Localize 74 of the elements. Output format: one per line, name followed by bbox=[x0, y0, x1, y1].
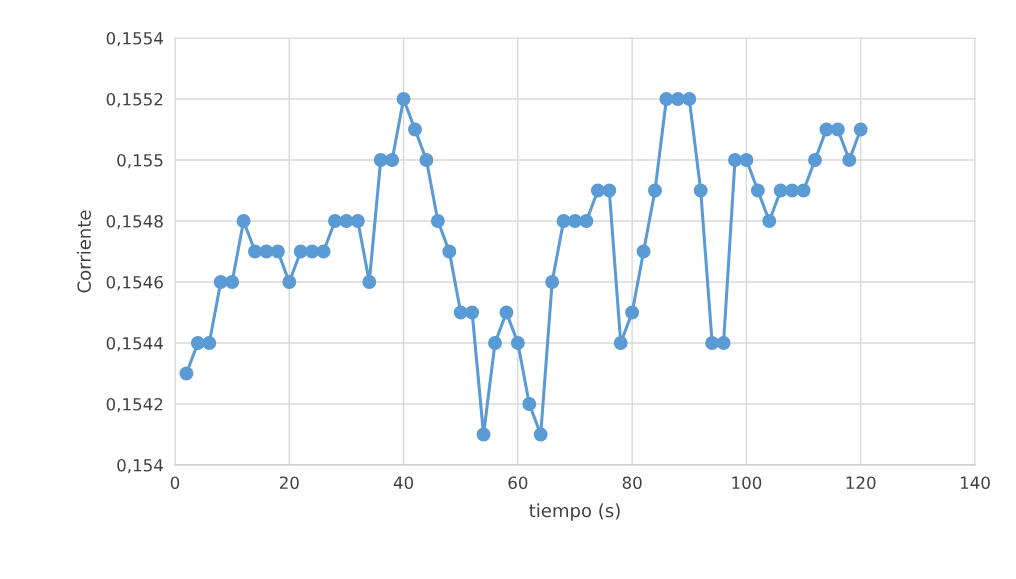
point bbox=[202, 336, 217, 350]
point bbox=[465, 305, 480, 320]
point bbox=[442, 244, 457, 259]
point bbox=[750, 183, 765, 198]
point bbox=[682, 92, 697, 106]
point bbox=[190, 336, 205, 350]
point bbox=[762, 214, 777, 228]
point bbox=[328, 214, 342, 228]
x-tick-label: 0 bbox=[170, 476, 180, 490]
point bbox=[739, 153, 754, 167]
point bbox=[545, 275, 560, 289]
x-tick-label: 40 bbox=[393, 476, 414, 490]
point bbox=[339, 214, 354, 228]
point bbox=[602, 183, 617, 198]
point bbox=[842, 153, 857, 167]
y-tick-label: 0,1544 bbox=[106, 336, 163, 352]
point bbox=[282, 275, 297, 289]
x-tick-label: 60 bbox=[508, 476, 528, 490]
point bbox=[648, 183, 662, 198]
point bbox=[510, 336, 525, 350]
point bbox=[830, 122, 845, 137]
y-axis-title: Corriente bbox=[76, 210, 91, 293]
point bbox=[568, 214, 582, 228]
y-tick-label: 0,1548 bbox=[106, 214, 163, 230]
point bbox=[499, 305, 514, 320]
point bbox=[625, 305, 640, 320]
point bbox=[613, 336, 628, 350]
point bbox=[305, 244, 320, 259]
y-tick-label: 0,1542 bbox=[106, 397, 163, 413]
y-tick-label: 0,1546 bbox=[106, 275, 163, 291]
point bbox=[533, 427, 548, 442]
x-tick-label: 120 bbox=[846, 476, 876, 490]
point bbox=[728, 153, 742, 167]
x-tick-label: 140 bbox=[960, 476, 990, 490]
point bbox=[270, 244, 285, 259]
point bbox=[659, 92, 674, 106]
y-tick-label: 0,155 bbox=[117, 153, 163, 169]
x-tick-label: 20 bbox=[279, 476, 299, 490]
point bbox=[476, 427, 491, 442]
point bbox=[316, 244, 331, 259]
x-tick-label: 80 bbox=[622, 476, 642, 490]
point bbox=[419, 153, 434, 167]
point bbox=[796, 183, 811, 198]
y-tick-label: 0,1552 bbox=[106, 92, 163, 108]
point bbox=[396, 92, 411, 106]
point bbox=[213, 275, 228, 289]
point bbox=[579, 214, 594, 228]
point bbox=[179, 366, 194, 381]
point bbox=[590, 183, 605, 198]
point bbox=[430, 214, 445, 228]
y-tick-label: 0,1554 bbox=[106, 31, 163, 47]
x-axis-title: tiempo (s) bbox=[529, 503, 620, 521]
point bbox=[556, 214, 571, 228]
point bbox=[362, 275, 377, 289]
point bbox=[636, 244, 651, 259]
point bbox=[225, 275, 240, 289]
point bbox=[453, 305, 468, 320]
point bbox=[408, 122, 422, 137]
point bbox=[716, 336, 731, 350]
point bbox=[236, 214, 251, 228]
point bbox=[705, 336, 720, 350]
point bbox=[522, 397, 537, 411]
point bbox=[773, 183, 788, 198]
point bbox=[248, 244, 262, 259]
point bbox=[670, 92, 685, 106]
point bbox=[808, 153, 822, 167]
point bbox=[488, 336, 502, 350]
point bbox=[853, 122, 868, 137]
y-tick-label: 0,154 bbox=[117, 458, 163, 474]
point bbox=[350, 214, 365, 228]
point bbox=[373, 153, 388, 167]
point bbox=[693, 183, 708, 198]
point bbox=[385, 153, 400, 167]
x-tick-label: 100 bbox=[732, 476, 762, 490]
